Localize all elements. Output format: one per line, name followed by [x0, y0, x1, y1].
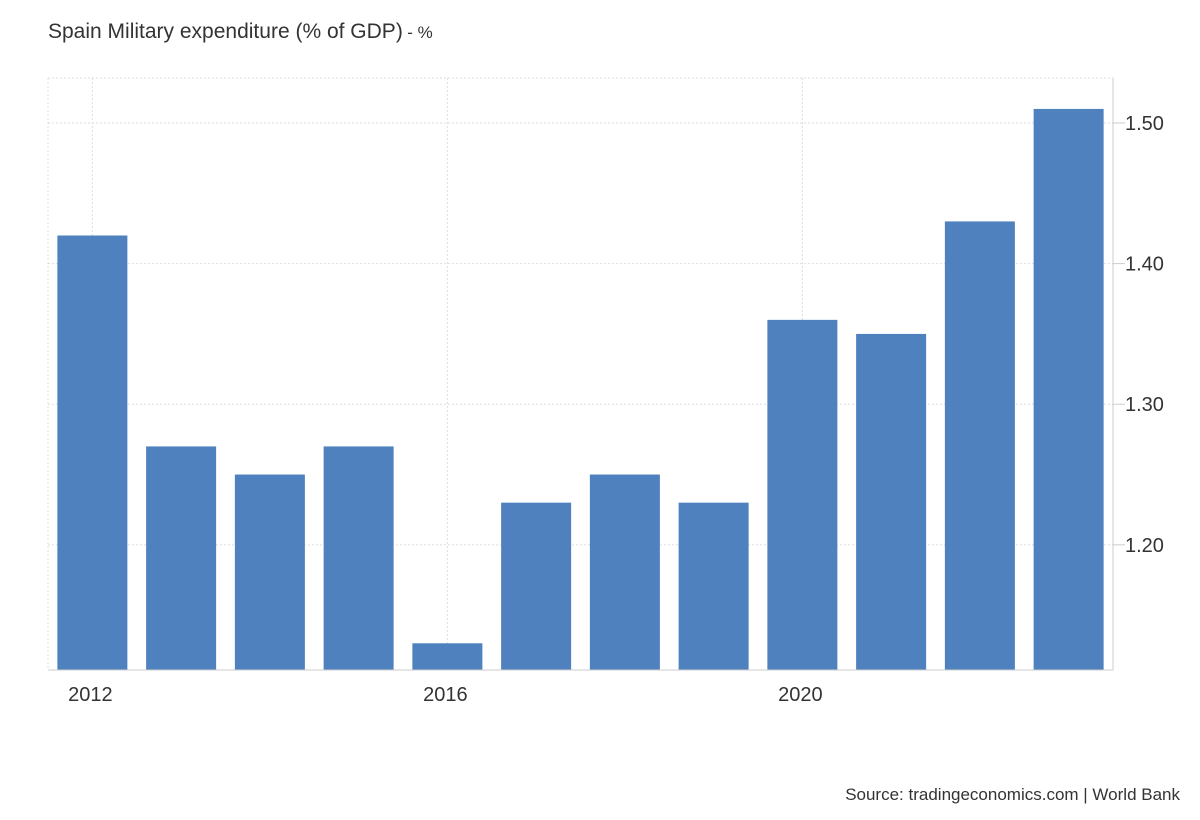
bar-2016 — [412, 643, 483, 670]
x-tick-label: 2012 — [68, 684, 113, 706]
chart-title-row: Spain Military expenditure (% of GDP) - … — [48, 20, 433, 44]
chart-title-unit: - % — [407, 23, 433, 42]
x-tick-label: 2016 — [423, 684, 468, 706]
bar-2012 — [57, 235, 128, 670]
bar-2013 — [146, 446, 217, 670]
y-tick-label: 1.30 — [1125, 394, 1164, 416]
bar-2022 — [944, 221, 1015, 670]
chart-title: Spain Military expenditure (% of GDP) — [48, 20, 403, 43]
tick-labels: 1.20 1.30 1.40 1.50 2012 2016 2020 — [68, 113, 1164, 706]
x-tick-label: 2020 — [778, 684, 823, 706]
bar-2021 — [856, 333, 927, 670]
y-tick-label: 1.50 — [1125, 113, 1164, 135]
y-tick-label: 1.20 — [1125, 535, 1164, 557]
bar-2018 — [589, 474, 660, 670]
bar-2019 — [678, 502, 749, 670]
bar-2014 — [234, 474, 305, 670]
bar-2020 — [767, 319, 838, 670]
bars — [57, 108, 1104, 671]
axes — [48, 78, 1125, 671]
bar-2017 — [501, 502, 572, 670]
y-tick-label: 1.40 — [1125, 254, 1164, 276]
bar-2023 — [1033, 108, 1104, 671]
source-note: Source: tradingeconomics.com | World Ban… — [845, 785, 1180, 804]
bar-2015 — [323, 446, 394, 670]
